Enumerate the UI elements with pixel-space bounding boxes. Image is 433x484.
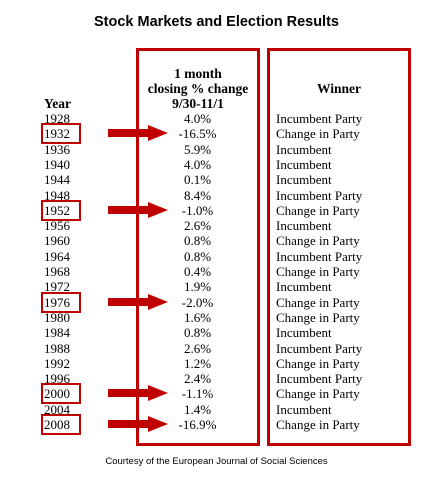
pct-header-line2: closing % change bbox=[147, 81, 249, 96]
winner-cell: Incumbent Party bbox=[276, 371, 363, 387]
year-cell: 2008 bbox=[41, 414, 81, 435]
table-row: 1968 0.4% Change in Party bbox=[0, 264, 433, 279]
year-cell: 1976 bbox=[41, 291, 81, 313]
table-row: 1992 1.2% Change in Party bbox=[0, 356, 433, 371]
pct-change-cell: -16.9% bbox=[178, 417, 217, 432]
winner-cell: Change in Party bbox=[276, 233, 360, 249]
table-row: 2000 -1.1% Change in Party bbox=[0, 383, 433, 405]
red-arrow-icon bbox=[108, 125, 168, 142]
table-row: 1928 4.0% Incumbent Party bbox=[0, 111, 433, 126]
year-cell: 1992 bbox=[44, 355, 70, 371]
pct-change-cell: 4.0% bbox=[183, 111, 212, 126]
year-cell: 1952 bbox=[41, 199, 81, 221]
year-cell: 1964 bbox=[44, 248, 70, 264]
year-cell: 1984 bbox=[44, 325, 70, 341]
winner-panel bbox=[267, 48, 411, 446]
pct-change-cell: -16.5% bbox=[178, 126, 217, 142]
pct-change-cell: -1.1% bbox=[181, 386, 214, 402]
year-cell: 2000 bbox=[41, 383, 81, 405]
winner-cell: Change in Party bbox=[276, 309, 360, 325]
winner-cell: Change in Party bbox=[276, 264, 360, 279]
year-cell: 1932 bbox=[41, 123, 81, 145]
pct-change-cell: -2.0% bbox=[181, 294, 214, 310]
table-row: 1996 2.4% Incumbent Party bbox=[0, 371, 433, 386]
winner-cell: Incumbent bbox=[276, 279, 332, 295]
pct-change-cell: 2.6% bbox=[183, 340, 212, 356]
year-cell: 1948 bbox=[44, 187, 70, 203]
table-row: 1952 -1.0% Change in Party bbox=[0, 199, 433, 221]
pct-change-cell: 0.4% bbox=[183, 264, 212, 279]
year-cell: 1968 bbox=[44, 264, 70, 279]
winner-cell: Incumbent bbox=[276, 325, 332, 341]
year-cell: 1988 bbox=[44, 340, 70, 356]
pct-change-cell: 8.4% bbox=[183, 187, 212, 203]
table-row: 1960 0.8% Change in Party bbox=[0, 233, 433, 248]
winner-cell: Incumbent bbox=[276, 401, 332, 417]
winner-cell: Incumbent Party bbox=[276, 111, 363, 126]
winner-cell: Incumbent bbox=[276, 218, 332, 234]
pct-change-cell: 1.4% bbox=[183, 401, 212, 417]
table-row: 1964 0.8% Incumbent Party bbox=[0, 249, 433, 264]
table-row: 1944 0.1% Incumbent bbox=[0, 172, 433, 187]
winner-cell: Incumbent Party bbox=[276, 340, 363, 356]
winner-cell: Incumbent bbox=[276, 141, 332, 157]
winner-cell: Change in Party bbox=[276, 355, 360, 371]
winner-cell: Change in Party bbox=[276, 202, 360, 218]
year-cell: 1944 bbox=[44, 172, 70, 188]
year-cell: 1960 bbox=[44, 233, 70, 249]
pct-change-cell: 2.6% bbox=[183, 218, 212, 234]
pct-change-cell: 1.6% bbox=[183, 309, 212, 325]
winner-cell: Change in Party bbox=[276, 126, 360, 142]
table-row: 1984 0.8% Incumbent bbox=[0, 325, 433, 340]
winner-header: Winner bbox=[316, 81, 361, 96]
winner-cell: Change in Party bbox=[276, 386, 360, 402]
winner-cell: Incumbent bbox=[276, 172, 332, 188]
source-credit: Courtesy of the European Journal of Soci… bbox=[105, 456, 328, 467]
winner-cell: Incumbent Party bbox=[276, 248, 363, 264]
table-row: 1976 -2.0% Change in Party bbox=[0, 291, 433, 313]
pct-change-header: 1 month closing % change 9/30-11/1 bbox=[140, 66, 256, 111]
winner-cell: Change in Party bbox=[276, 294, 360, 310]
table-row: 1940 4.0% Incumbent bbox=[0, 157, 433, 172]
table-row: 2004 1.4% Incumbent bbox=[0, 402, 433, 417]
pct-change-cell: 1.2% bbox=[183, 355, 212, 371]
winner-cell: Incumbent Party bbox=[276, 187, 363, 203]
year-cell: 1956 bbox=[44, 218, 70, 234]
red-arrow-icon bbox=[108, 385, 168, 402]
pct-change-cell: 0.8% bbox=[183, 325, 212, 341]
year-cell: 1980 bbox=[44, 309, 70, 325]
year-header: Year bbox=[44, 96, 71, 111]
red-arrow-icon bbox=[108, 201, 168, 218]
table-row: 1936 5.9% Incumbent bbox=[0, 142, 433, 157]
winner-cell: Incumbent bbox=[276, 156, 332, 172]
pct-change-cell: -1.0% bbox=[181, 202, 214, 218]
red-arrow-icon bbox=[108, 293, 168, 310]
year-cell: 1928 bbox=[44, 111, 70, 126]
year-cell: 1972 bbox=[44, 279, 70, 295]
table-row: 1948 8.4% Incumbent Party bbox=[0, 188, 433, 203]
table-row: 2008 -16.9% Change in Party bbox=[0, 414, 433, 435]
table-row: 1980 1.6% Change in Party bbox=[0, 310, 433, 325]
pct-change-cell: 4.0% bbox=[183, 156, 212, 172]
pct-change-cell: 0.1% bbox=[183, 172, 212, 188]
table-row: 1932 -16.5% Change in Party bbox=[0, 123, 433, 145]
page-title: Stock Markets and Election Results bbox=[94, 14, 339, 30]
pct-header-line3: 9/30-11/1 bbox=[172, 96, 224, 111]
year-cell: 1940 bbox=[44, 156, 70, 172]
year-cell: 2004 bbox=[44, 401, 70, 417]
pct-change-cell: 1.9% bbox=[183, 279, 212, 295]
pct-change-cell: 5.9% bbox=[183, 141, 212, 157]
pct-change-panel bbox=[136, 48, 260, 446]
year-cell: 1936 bbox=[44, 141, 70, 157]
table-row: 1972 1.9% Incumbent bbox=[0, 279, 433, 294]
winner-cell: Change in Party bbox=[276, 417, 360, 432]
red-arrow-icon bbox=[108, 416, 168, 432]
table-row: 1988 2.6% Incumbent Party bbox=[0, 341, 433, 356]
pct-change-cell: 0.8% bbox=[183, 233, 212, 249]
pct-change-cell: 2.4% bbox=[183, 371, 212, 387]
pct-header-line1: 1 month bbox=[174, 66, 222, 81]
pct-change-cell: 0.8% bbox=[183, 248, 212, 264]
year-cell: 1996 bbox=[44, 371, 70, 387]
table-row: 1956 2.6% Incumbent bbox=[0, 218, 433, 233]
